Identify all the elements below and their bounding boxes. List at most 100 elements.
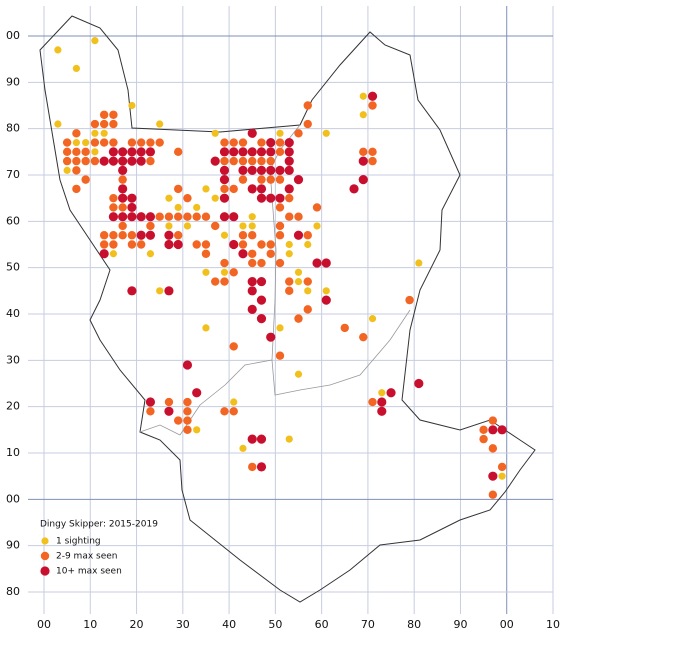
record-dot	[247, 304, 257, 314]
record-dot	[127, 156, 137, 166]
record-dot	[248, 462, 257, 472]
y-tick-label: 90	[6, 539, 20, 552]
record-dot	[275, 221, 285, 231]
record-dot	[498, 472, 506, 480]
record-dot	[414, 378, 424, 389]
record-dot	[304, 287, 312, 295]
record-dot	[266, 249, 275, 258]
record-dot	[136, 230, 146, 240]
record-dot	[294, 370, 303, 378]
record-dot	[192, 240, 201, 249]
record-dot	[201, 249, 211, 258]
record-dot	[303, 277, 312, 286]
legend-title: Dingy Skipper: 2015-2019	[40, 520, 158, 530]
record-dot	[173, 184, 183, 194]
record-dot	[183, 407, 192, 416]
record-dot	[72, 166, 81, 175]
record-dot	[284, 147, 294, 157]
record-dot	[155, 212, 164, 221]
record-dot	[91, 129, 99, 137]
record-dot	[219, 165, 230, 175]
record-dot	[238, 165, 248, 175]
record-dot	[118, 165, 128, 175]
record-dot	[415, 259, 423, 267]
record-dot	[220, 258, 229, 268]
record-dot	[164, 286, 174, 296]
record-dot	[285, 240, 293, 249]
record-dot	[349, 184, 359, 194]
record-dot	[275, 147, 285, 157]
record-dot	[118, 203, 127, 212]
record-dot	[220, 184, 229, 194]
record-dot	[146, 407, 155, 416]
record-dot	[127, 240, 137, 249]
record-dot	[276, 129, 284, 137]
record-dot	[220, 231, 229, 239]
record-dot	[294, 129, 303, 138]
record-dot	[118, 231, 127, 240]
record-dot	[275, 351, 285, 360]
x-tick-label: 00	[37, 618, 51, 631]
record-dot	[247, 147, 257, 157]
record-dot	[165, 194, 173, 202]
y-tick-label: 80	[6, 122, 20, 135]
record-dot	[294, 314, 303, 323]
record-dot	[248, 249, 257, 258]
record-dot	[202, 268, 210, 276]
record-dot	[173, 231, 183, 240]
record-dot	[90, 156, 100, 166]
record-dot	[127, 212, 137, 222]
record-dot	[54, 46, 62, 54]
record-dot	[118, 184, 128, 194]
record-dot	[183, 397, 192, 407]
legend-label: 2-9 max seen	[56, 552, 118, 562]
record-dot	[229, 212, 239, 222]
record-dot	[488, 444, 498, 453]
record-dot	[91, 37, 99, 45]
record-dot	[256, 184, 267, 194]
record-dot	[108, 156, 119, 166]
x-tick-label: 40	[222, 618, 236, 631]
record-dot	[99, 249, 109, 259]
y-tick-label: 00	[6, 492, 20, 505]
record-dot	[266, 165, 276, 175]
x-tick-label: 90	[453, 618, 467, 631]
x-tick-label: 80	[407, 618, 421, 631]
record-dot	[285, 435, 293, 443]
record-dot	[109, 231, 118, 240]
legend-marker	[40, 566, 50, 576]
record-dot	[220, 138, 229, 147]
y-tick-label: 10	[6, 446, 20, 459]
record-dot	[248, 222, 256, 230]
record-dot	[276, 324, 284, 332]
record-dot	[99, 110, 109, 119]
county-outline	[39, 15, 536, 603]
record-dot	[202, 185, 210, 193]
y-tick-label: 40	[6, 307, 20, 320]
record-dot	[183, 222, 192, 230]
record-dot	[359, 92, 367, 100]
record-dot	[127, 231, 137, 240]
record-dot	[72, 184, 81, 194]
record-dot	[238, 175, 248, 184]
record-dot	[109, 240, 118, 249]
record-dot	[63, 166, 71, 174]
record-dot	[293, 230, 304, 240]
record-dot	[294, 212, 303, 221]
record-dot	[256, 434, 267, 444]
record-dot	[211, 129, 219, 137]
record-dot	[219, 212, 230, 222]
x-tick-label: 10	[83, 618, 97, 631]
record-dot	[313, 222, 321, 230]
record-dot	[220, 268, 229, 276]
record-dot	[145, 230, 156, 240]
record-dot	[118, 147, 128, 157]
record-dot	[303, 231, 312, 240]
record-dot	[127, 138, 137, 147]
record-dot	[72, 156, 81, 166]
record-dot	[229, 342, 238, 351]
x-tick-label: 10	[546, 618, 560, 631]
record-dot	[211, 194, 219, 202]
record-dot	[322, 129, 330, 137]
record-dot	[62, 147, 72, 157]
